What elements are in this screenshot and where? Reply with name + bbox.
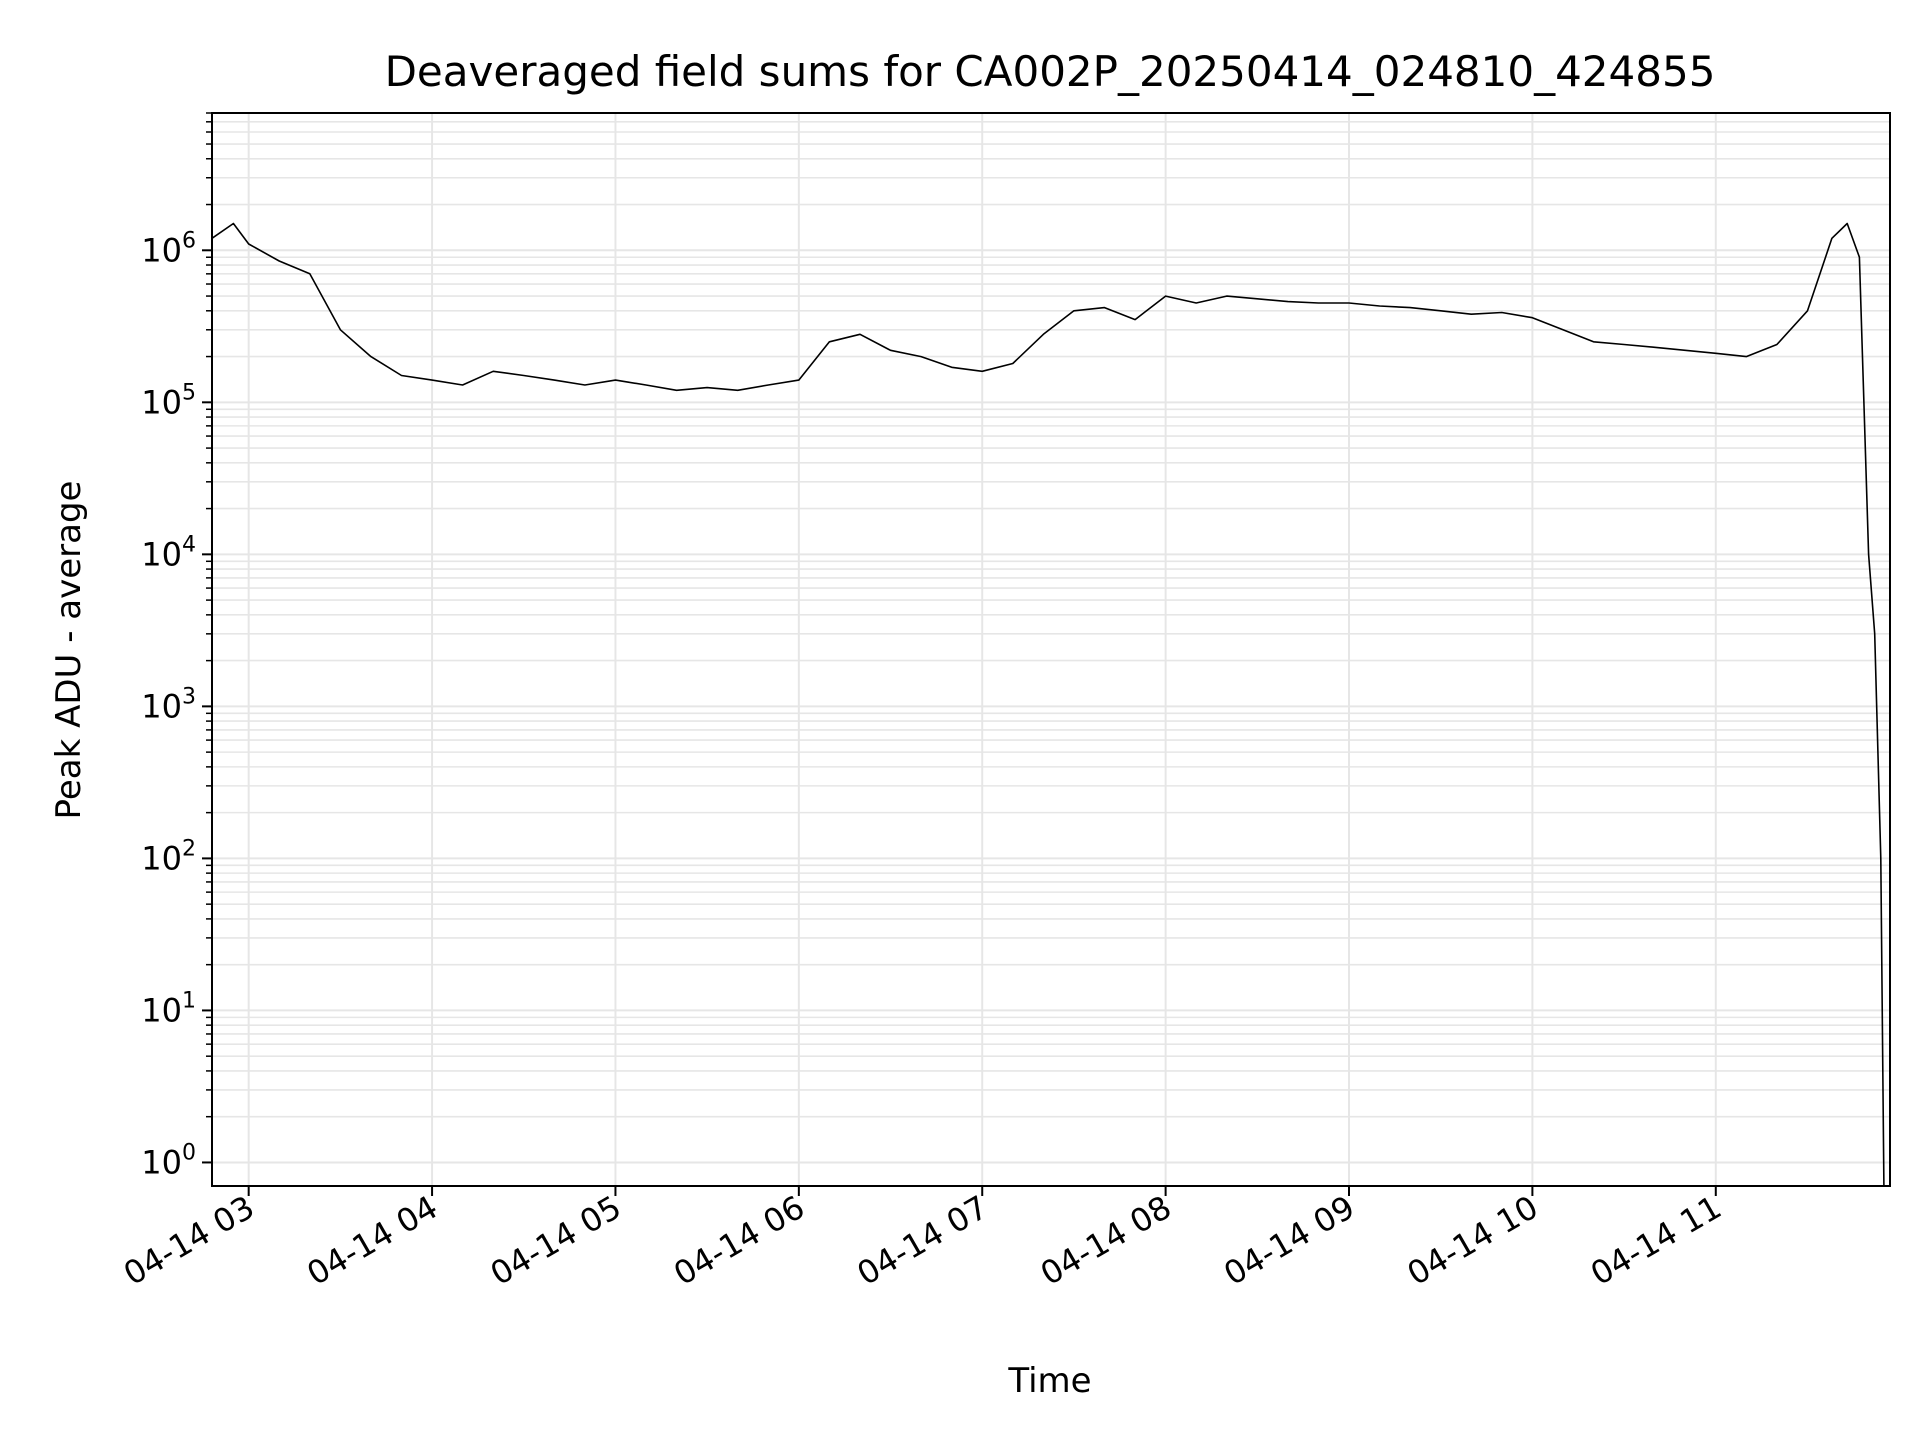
y-axis-label: Peak ADU - average — [49, 481, 89, 820]
series-line — [211, 222, 1885, 1187]
plot-frame — [211, 112, 1891, 1187]
y-tick-label: 104 — [141, 532, 196, 573]
y-tick-label: 105 — [141, 380, 196, 421]
y-tick-label: 106 — [141, 228, 196, 269]
grid — [212, 112, 1890, 1186]
series-layer — [211, 222, 1885, 1187]
chart-title: Deaveraged field sums for CA002P_2025041… — [385, 47, 1716, 96]
y-tick-label: 102 — [141, 836, 196, 877]
y-tick-label: 100 — [141, 1140, 196, 1181]
x-axis-label: Time — [1007, 1361, 1091, 1401]
y-tick-label: 103 — [141, 684, 196, 725]
y-tick-label: 101 — [141, 988, 196, 1029]
